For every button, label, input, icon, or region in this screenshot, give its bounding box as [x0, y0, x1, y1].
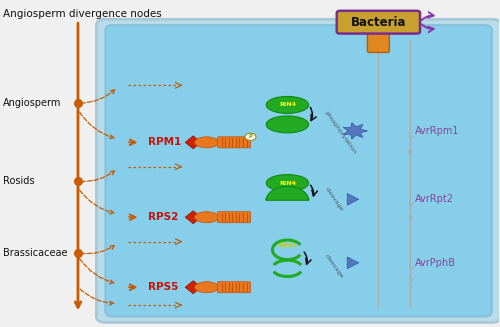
FancyArrowPatch shape	[80, 246, 114, 254]
FancyArrowPatch shape	[81, 90, 115, 103]
Text: RPS5: RPS5	[148, 282, 178, 292]
FancyArrowPatch shape	[81, 171, 114, 181]
Polygon shape	[347, 257, 358, 269]
FancyBboxPatch shape	[218, 212, 250, 223]
Wedge shape	[266, 186, 308, 200]
Text: Angiosperm: Angiosperm	[3, 98, 62, 108]
FancyBboxPatch shape	[218, 282, 250, 293]
Polygon shape	[347, 194, 358, 205]
FancyBboxPatch shape	[106, 25, 492, 317]
Text: Angiosperm divergence nodes: Angiosperm divergence nodes	[3, 9, 162, 19]
FancyArrowPatch shape	[80, 112, 114, 139]
Text: cleavage: cleavage	[324, 186, 344, 213]
Text: AvrRpm1: AvrRpm1	[414, 126, 459, 136]
FancyArrowPatch shape	[410, 136, 413, 140]
Text: RIN4: RIN4	[279, 102, 296, 107]
Text: phosphorylation: phosphorylation	[324, 110, 357, 155]
Ellipse shape	[266, 175, 308, 192]
FancyArrowPatch shape	[410, 277, 414, 282]
Ellipse shape	[266, 116, 308, 133]
Ellipse shape	[194, 282, 218, 293]
Text: Rosids: Rosids	[3, 176, 34, 186]
Ellipse shape	[266, 96, 308, 113]
Text: AvrRpt2: AvrRpt2	[414, 194, 454, 204]
FancyArrowPatch shape	[410, 202, 413, 207]
FancyBboxPatch shape	[96, 19, 500, 322]
FancyBboxPatch shape	[218, 137, 250, 148]
Text: Bacteria: Bacteria	[350, 16, 406, 29]
FancyArrowPatch shape	[410, 215, 413, 220]
FancyBboxPatch shape	[337, 11, 420, 34]
Polygon shape	[185, 211, 201, 224]
Polygon shape	[185, 281, 201, 294]
Ellipse shape	[194, 137, 218, 148]
FancyBboxPatch shape	[368, 30, 390, 52]
Text: AvrPphB: AvrPphB	[414, 258, 456, 268]
FancyArrowPatch shape	[80, 289, 114, 305]
Polygon shape	[185, 136, 201, 149]
Circle shape	[245, 133, 256, 140]
Text: PBS1: PBS1	[278, 243, 296, 248]
Text: P: P	[248, 134, 252, 139]
FancyArrowPatch shape	[80, 259, 114, 284]
Text: cleavage: cleavage	[324, 253, 344, 279]
Polygon shape	[343, 123, 367, 139]
Text: RPM1: RPM1	[148, 137, 181, 147]
FancyArrowPatch shape	[408, 150, 412, 154]
Text: RPS2: RPS2	[148, 212, 178, 222]
Ellipse shape	[194, 212, 218, 223]
FancyArrowPatch shape	[80, 190, 114, 214]
Text: RIN4: RIN4	[279, 181, 296, 185]
FancyArrowPatch shape	[410, 265, 414, 270]
Text: Brassicaceae: Brassicaceae	[3, 248, 68, 258]
